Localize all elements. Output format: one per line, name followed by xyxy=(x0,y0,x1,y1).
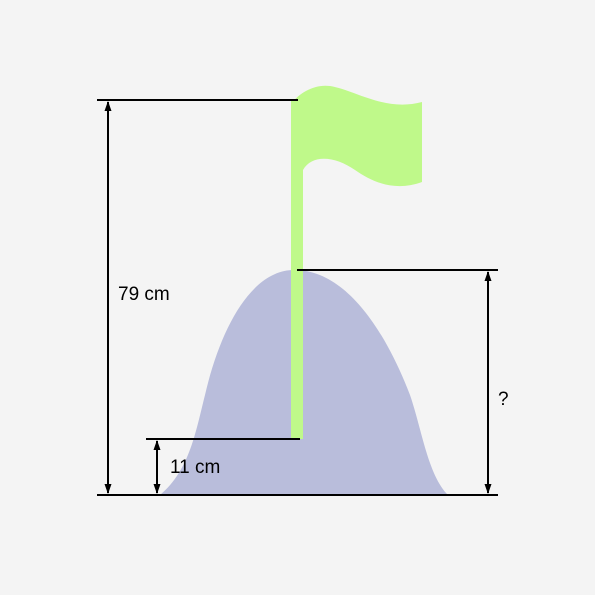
unknown-height-label: ? xyxy=(498,389,509,410)
embedded-depth-label: 11 cm xyxy=(170,457,220,478)
flag-cloth xyxy=(291,85,422,187)
total-height-label: 79 cm xyxy=(118,284,170,305)
